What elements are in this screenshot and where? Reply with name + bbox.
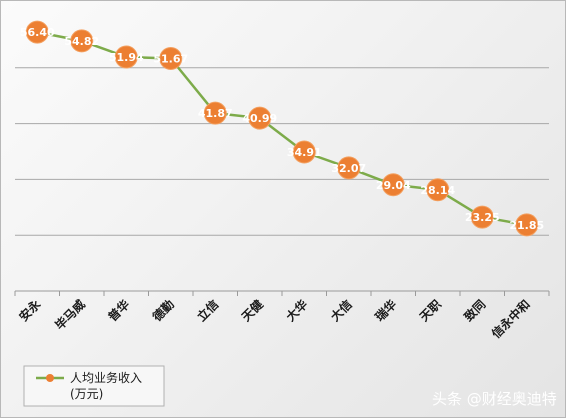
legend-label-line1: 人均业务收入 [70,370,142,385]
x-axis-ticks [14,291,550,296]
data-point [470,205,494,229]
x-tick-label: 德勤 [149,297,177,325]
x-tick-label: 天职 [417,297,444,324]
data-point [248,106,272,130]
data-point [159,46,183,70]
legend: 人均业务收入 (万元) [23,365,165,407]
data-label: 34.91 [287,146,322,159]
x-tick-label: 普华 [105,297,133,325]
series-group: 56.40 54.82 51.94 51.67 41.87 40.99 34.91 32.07… [20,20,544,237]
legend-label-line2: (万元) [70,387,103,401]
x-tick-label: 天健 [238,296,266,324]
x-tick-label: 瑞华 [372,297,400,325]
data-label: 51.94 [109,51,144,64]
data-point [292,140,316,164]
data-point [114,45,138,69]
data-label: 28.14 [420,184,455,197]
data-point [25,20,49,44]
x-tick-label: 致同 [461,297,489,325]
data-point [203,101,227,125]
data-point [337,156,361,180]
data-label: 23.25 [465,211,500,224]
x-tick-label: 信永中和 [488,297,533,342]
watermark: 头条 @财经奥迪特 [432,390,557,408]
gridlines [15,67,549,236]
data-point [515,213,539,237]
legend-box [23,365,165,407]
x-tick-label: 安永 [16,297,44,325]
x-tick-label: 大信 [327,297,355,325]
data-label: 21.85 [509,219,544,232]
data-label: 54.82 [64,35,99,48]
data-label: 29.04 [376,179,411,192]
data-label: 41.87 [198,107,233,120]
data-point [426,178,450,202]
x-tick-label: 大华 [283,297,311,325]
data-point [70,29,94,53]
x-tick-label: 立信 [194,297,222,325]
data-label: 51.67 [153,52,188,65]
x-tick-label: 毕马威 [52,297,88,333]
x-axis-labels: 安永 毕马威 普华 德勤 立信 天健 大华 大信 瑞华 天职 致同 信永中和 [16,296,533,341]
data-label: 40.99 [242,112,277,125]
data-point [381,173,405,197]
data-label: 56.40 [20,26,55,39]
data-label: 32.07 [331,162,366,175]
legend-marker-swatch [46,374,54,382]
